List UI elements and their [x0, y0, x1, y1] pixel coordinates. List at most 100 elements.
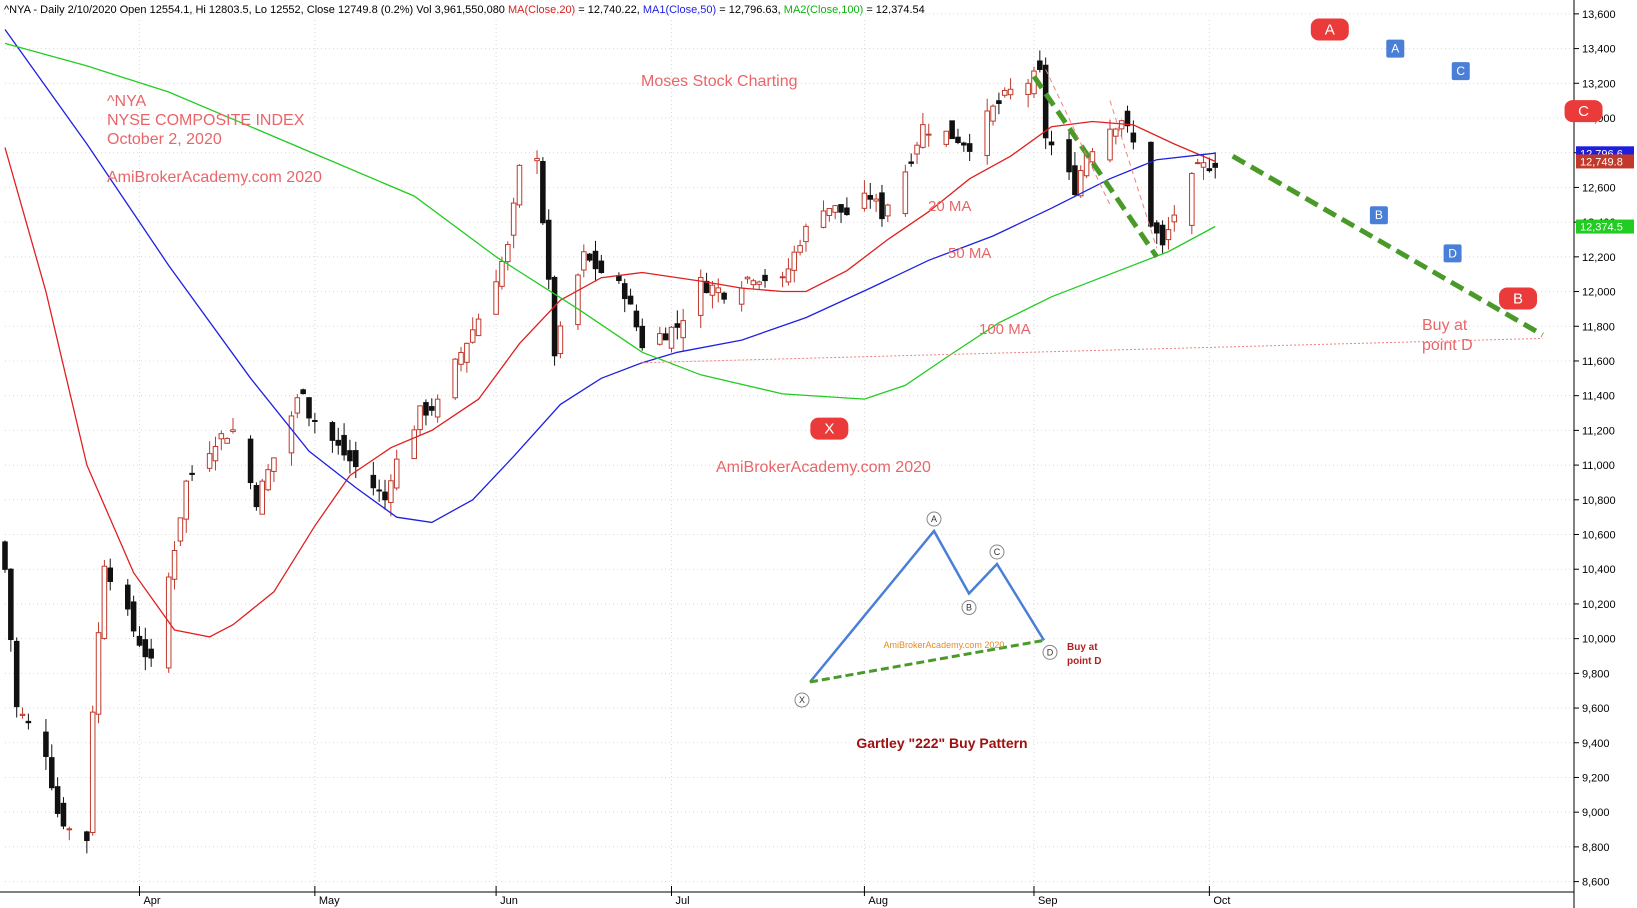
candle-body	[861, 192, 868, 209]
badge-red-label: X	[824, 421, 834, 438]
candle-body	[423, 402, 429, 416]
candle-body	[1200, 162, 1207, 168]
candle-body	[955, 136, 961, 144]
candle-body	[697, 276, 704, 316]
candle-body	[902, 171, 909, 215]
candle-body	[1077, 170, 1084, 197]
inset-point-c	[989, 544, 1005, 560]
y-tick-label: 11,200	[1582, 425, 1615, 437]
candle-body	[25, 720, 32, 724]
candle-body	[943, 130, 950, 145]
candle-body	[657, 333, 663, 345]
candle-body	[335, 439, 342, 446]
x-axis-ticks: Apr May Jun Jul Aug Sep Oct	[138, 886, 1230, 907]
badge-red-label: A	[1325, 22, 1335, 39]
candle-body	[557, 325, 564, 355]
candle-body	[1066, 139, 1072, 173]
x-tick-label: May	[319, 895, 340, 907]
candle-body	[66, 828, 73, 831]
badge-blue-label: B	[1375, 208, 1383, 222]
badge-red-c	[1564, 100, 1603, 123]
candle-body	[1025, 82, 1031, 95]
candle-body	[382, 491, 388, 501]
x-tick-label: Aug	[868, 895, 888, 907]
y-tick-label: 9,400	[1582, 738, 1610, 750]
candle-body	[458, 352, 464, 365]
candle-body	[177, 517, 184, 542]
buy-at-label: Buy at	[1422, 317, 1468, 334]
price-tag-label: 12,749.8	[1580, 156, 1623, 168]
price-tag-bg	[1576, 154, 1634, 169]
x-tick-label: Sep	[1038, 895, 1058, 907]
candle-body	[551, 276, 558, 357]
candle-body	[715, 287, 722, 294]
pattern-line	[1045, 69, 1111, 205]
candle-body	[259, 480, 266, 515]
candle-body	[271, 457, 277, 472]
candle-body	[703, 280, 710, 294]
y-tick-label: 13,400	[1582, 44, 1616, 56]
x-tick-label: Apr	[143, 895, 160, 907]
candle-body	[662, 333, 669, 341]
candle-body	[434, 398, 441, 418]
candle-body	[130, 601, 137, 632]
y-tick-label: 13,600	[1582, 9, 1616, 21]
candle-body	[469, 329, 476, 343]
candle-body	[873, 198, 879, 202]
inset-point-x	[794, 692, 810, 708]
inset-point-d-label: point D	[1067, 656, 1101, 667]
candle-body	[341, 434, 347, 456]
candle-body	[8, 568, 14, 641]
y-tick-label: 11,800	[1582, 321, 1615, 333]
y-tick-label: 8,600	[1582, 877, 1610, 889]
header-segment-2: = 12,740.22,	[575, 4, 643, 16]
candle-body	[475, 318, 482, 337]
candle-body	[224, 437, 230, 444]
candle-body	[668, 326, 675, 349]
y-tick-label: 8,800	[1582, 842, 1610, 854]
candle-body	[107, 567, 114, 582]
ma50-label: 50 MA	[948, 245, 991, 262]
candle-body	[452, 358, 458, 399]
candle-body	[183, 480, 190, 520]
pattern-line	[1231, 154, 1544, 338]
candle-body	[101, 565, 108, 639]
candle-body	[171, 550, 178, 580]
badge-blue-label: C	[1456, 64, 1465, 78]
candle-body	[84, 831, 90, 842]
candle-body	[1130, 132, 1137, 143]
candle-body	[826, 208, 833, 216]
candle-body	[949, 120, 955, 140]
inset-point-label: D	[1047, 647, 1054, 657]
badge-blue-d	[1443, 244, 1462, 263]
ticker-label: ^NYA	[107, 93, 147, 110]
price-tag-label: 12,374.5	[1580, 222, 1623, 234]
candle-body	[218, 433, 225, 440]
y-axis-ticks: 8,600 8,800 9,000 9,200 9,400 9,600 9,800 10,00…	[1574, 9, 1616, 889]
candle-body	[329, 422, 336, 441]
candle-body	[265, 469, 271, 491]
candle-body	[885, 204, 891, 217]
candle-body	[393, 458, 400, 489]
x-tick-label: Jul	[675, 895, 689, 907]
badge-red-a	[1310, 18, 1349, 41]
x-tick-label: Oct	[1213, 895, 1230, 907]
candle-body	[785, 268, 792, 283]
candle-body	[429, 406, 435, 411]
y-tick-label: 10,600	[1582, 530, 1616, 542]
y-tick-label: 9,600	[1582, 703, 1610, 715]
candle-body	[294, 397, 301, 414]
candle-body	[908, 161, 914, 164]
point-d-label: point D	[1422, 337, 1473, 354]
pattern-lines	[642, 69, 1544, 364]
y-tick-label: 12,200	[1582, 252, 1616, 264]
candle-body	[838, 204, 844, 213]
candle-body	[639, 325, 646, 349]
candle-body	[288, 415, 295, 454]
badge-red-b	[1499, 287, 1538, 310]
pattern-point-badges: ABCDXACBD	[810, 18, 1603, 440]
brand-label: Moses Stock Charting	[641, 73, 798, 90]
candle-body	[206, 453, 213, 469]
candle-body	[2, 541, 8, 570]
